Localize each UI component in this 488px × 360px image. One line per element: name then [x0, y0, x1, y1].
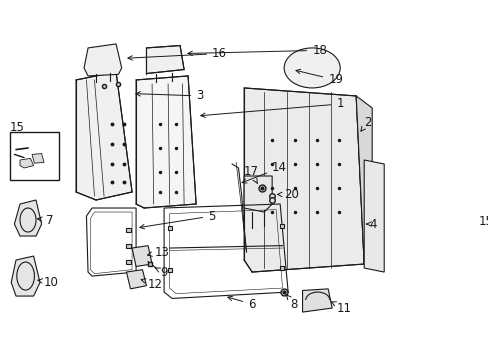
Bar: [168, 268, 172, 272]
Polygon shape: [11, 256, 40, 296]
Text: 4: 4: [366, 217, 377, 230]
Polygon shape: [244, 176, 272, 212]
Polygon shape: [244, 88, 364, 272]
Text: 10: 10: [38, 276, 59, 289]
Bar: [168, 226, 172, 230]
Polygon shape: [132, 246, 152, 266]
Bar: [126, 228, 131, 232]
Polygon shape: [136, 76, 196, 208]
Bar: [10, 132, 59, 180]
Polygon shape: [302, 289, 331, 312]
Text: 15: 15: [10, 121, 24, 135]
Bar: [126, 260, 131, 264]
Bar: [280, 266, 284, 270]
Text: 9: 9: [155, 266, 167, 279]
Text: 14: 14: [242, 162, 286, 183]
Text: 7: 7: [38, 213, 54, 226]
Bar: [126, 244, 131, 248]
Polygon shape: [126, 270, 146, 289]
Polygon shape: [84, 44, 122, 76]
Ellipse shape: [284, 48, 340, 88]
Text: 13: 13: [147, 246, 169, 258]
Polygon shape: [14, 200, 41, 236]
Polygon shape: [146, 45, 183, 73]
Text: 1: 1: [201, 98, 343, 117]
Text: 5: 5: [140, 210, 215, 229]
Polygon shape: [76, 72, 132, 200]
Text: 6: 6: [227, 296, 255, 311]
Bar: [424, 224, 478, 268]
Bar: [280, 224, 284, 228]
Polygon shape: [20, 158, 34, 168]
Text: 8: 8: [285, 294, 297, 311]
Text: 19: 19: [295, 69, 343, 86]
Polygon shape: [32, 154, 44, 163]
Text: 16: 16: [128, 47, 226, 60]
Text: 18: 18: [187, 44, 326, 57]
Polygon shape: [443, 236, 456, 246]
Text: 15: 15: [478, 215, 488, 228]
Polygon shape: [430, 233, 444, 242]
Text: 11: 11: [330, 301, 350, 315]
Polygon shape: [355, 96, 371, 268]
Text: 3: 3: [136, 89, 203, 103]
Text: 17: 17: [243, 166, 258, 184]
Polygon shape: [364, 160, 384, 272]
Text: 12: 12: [141, 278, 163, 291]
Text: 20: 20: [277, 188, 299, 201]
Text: 2: 2: [360, 116, 371, 131]
